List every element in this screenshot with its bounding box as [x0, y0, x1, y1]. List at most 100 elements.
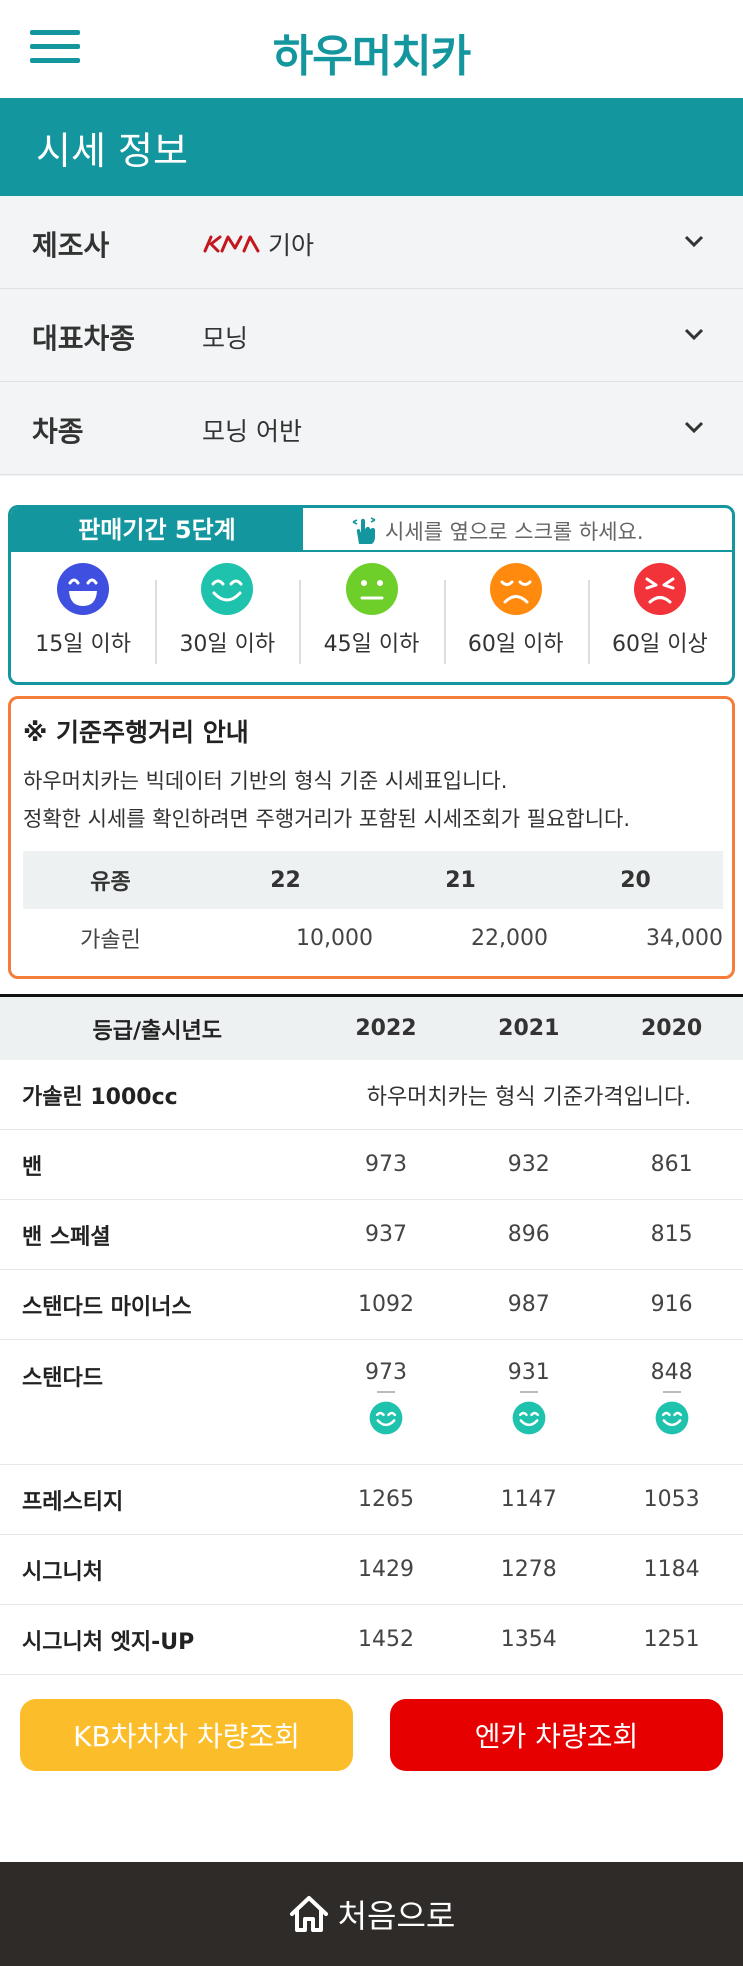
level-label: 60일 이하	[467, 632, 564, 657]
price-cell: 1053	[643, 1487, 700, 1512]
mileage-table: 유종 22 21 20 가솔린 10,000 22,000 34,000	[23, 851, 723, 967]
price-cell: 1147	[500, 1487, 557, 1512]
top-bar: 하우머치카	[0, 0, 743, 98]
section-note: 하우머치카는 형식 기준가격입니다.	[366, 1084, 692, 1110]
price-cell: 973	[364, 1360, 407, 1385]
table-row: 가솔린 10,000 22,000 34,000	[23, 909, 723, 967]
table-row: 시그니처 엣지-UP 1452 1354 1251	[0, 1605, 743, 1675]
happy-face-icon	[512, 1401, 546, 1435]
level-60-days: 60일 이하	[443, 560, 588, 680]
table-row: 스탠다드 마이너스 1092 987 916	[0, 1270, 743, 1340]
car-selectors: 제조사 기아 대표차종 모닝 차종 모닝 어반	[0, 196, 743, 476]
neutral-face-icon	[345, 563, 398, 615]
happy-face-icon	[369, 1401, 403, 1435]
sales-period-levels: 15일 이하 30일 이하 45일 이하 60일 이하	[11, 560, 732, 680]
header-cell: 등급/출시년도	[92, 1018, 223, 1044]
trim-name: 시그니처 엣지-UP	[22, 1629, 195, 1655]
price-table: 등급/출시년도 2022 2021 2020 가솔린 1000cc 하우머치카는…	[0, 997, 743, 1675]
level-label: 30일 이하	[179, 632, 276, 657]
happy-face-icon	[655, 1401, 688, 1435]
section-row: 가솔린 1000cc 하우머치카는 형식 기준가격입니다.	[0, 1060, 743, 1130]
price-cell: 932	[507, 1152, 550, 1177]
level-15-days: 15일 이하	[11, 560, 155, 680]
notice-line-2: 정확한 시세를 확인하려면 주행거리가 포함된 시세조회가 필요합니다.	[23, 807, 631, 831]
header-cell: 21	[445, 867, 476, 893]
trim-name: 밴	[22, 1154, 43, 1180]
encar-lookup-button[interactable]: 엔카 차량조회	[390, 1699, 723, 1771]
table-row: 밴 973 932 861	[0, 1130, 743, 1200]
level-label: 45일 이하	[323, 632, 420, 657]
model-select[interactable]: 대표차종 모닝	[0, 289, 743, 382]
header-cell: 2021	[498, 1016, 560, 1041]
price-cell: 1251	[643, 1627, 700, 1652]
page-title-bar: 시세 정보	[0, 98, 743, 196]
chevron-down-icon	[684, 421, 704, 434]
price-cell: 1452	[357, 1627, 414, 1652]
price-cell: 896	[507, 1222, 550, 1247]
trim-name: 시그니처	[22, 1559, 103, 1585]
fuel-cell: 가솔린	[80, 928, 141, 953]
header-cell: 2020	[640, 1016, 703, 1041]
mileage-cell: 10,000	[296, 925, 373, 951]
table-row: 밴 스페셜 937 896 815	[0, 1200, 743, 1270]
mileage-notice: ※ 기준주행거리 안내 하우머치카는 빅데이터 기반의 형식 기준 시세표입니다…	[8, 696, 735, 979]
model-value: 모닝	[202, 324, 249, 353]
scroll-hint: 시세를 옆으로 스크롤 하세요.	[385, 520, 644, 544]
mileage-table-header: 유종 22 21 20	[23, 851, 723, 909]
level-45-days: 45일 이하	[299, 560, 443, 680]
manufacturer-label: 제조사	[32, 229, 110, 262]
trim-name: 스탠다드 마이너스	[22, 1294, 192, 1320]
header-cell: 2022	[355, 1016, 417, 1041]
price-table-header: 등급/출시년도 2022 2021 2020	[0, 997, 743, 1060]
level-30-days: 30일 이하	[155, 560, 299, 680]
level-label: 15일 이하	[35, 632, 131, 657]
model-label: 대표차종	[32, 322, 136, 355]
trim-name: 스탠다드	[22, 1366, 103, 1391]
kb-lookup-button[interactable]: KB차차차 차량조회	[20, 1699, 353, 1771]
sales-period-legend: 판매기간 5단계 시세를 옆으로 스크롤 하세요. 15일 이하 30일 이하	[8, 505, 735, 685]
site-logo[interactable]: 하우머치카	[272, 31, 471, 82]
trim-select[interactable]: 차종 모닝 어반	[0, 382, 743, 475]
price-cell: 815	[650, 1222, 693, 1247]
chevron-down-icon	[684, 328, 704, 341]
header-cell: 22	[270, 867, 301, 893]
trim-value: 모닝 어반	[202, 417, 302, 446]
price-cell: 1354	[500, 1627, 557, 1652]
price-cell: 1092	[357, 1292, 414, 1317]
header-cell: 20	[620, 867, 651, 893]
manufacturer-select[interactable]: 제조사 기아	[0, 196, 743, 289]
happy-face-icon	[201, 563, 254, 615]
kia-logo-icon	[203, 235, 260, 253]
swipe-hand-icon	[352, 517, 376, 544]
price-cell: 937	[364, 1222, 407, 1247]
home-button[interactable]: 처음으로	[0, 1862, 743, 1966]
angry-face-icon	[633, 563, 686, 615]
table-row: 스탠다드 973 931 848	[0, 1340, 743, 1465]
price-cell: 848	[650, 1360, 693, 1385]
very-happy-face-icon	[57, 563, 110, 615]
page-title: 시세 정보	[36, 129, 188, 173]
home-icon	[289, 1896, 328, 1932]
trim-name: 프레스티지	[22, 1489, 124, 1515]
price-cell: 861	[650, 1152, 693, 1177]
divider	[0, 994, 743, 997]
price-cell: 1278	[500, 1557, 557, 1582]
level-over-60-days: 60일 이상	[587, 560, 732, 680]
manufacturer-value: 기아	[268, 231, 315, 260]
price-cell: 973	[364, 1152, 407, 1177]
home-label: 처음으로	[337, 1897, 456, 1935]
price-cell: 916	[650, 1292, 693, 1317]
table-row: 시그니처 1429 1278 1184	[0, 1535, 743, 1605]
price-cell: 1265	[357, 1487, 414, 1512]
notice-line-1: 하우머치카는 빅데이터 기반의 형식 기준 시세표입니다.	[23, 769, 508, 793]
trim-name: 밴 스페셜	[22, 1224, 111, 1250]
level-label: 60일 이상	[612, 632, 708, 657]
trim-label: 차종	[32, 415, 84, 448]
notice-title: ※ 기준주행거리 안내	[23, 718, 249, 747]
chevron-down-icon	[684, 235, 704, 248]
menu-icon[interactable]	[30, 30, 80, 64]
mileage-cell: 22,000	[471, 925, 548, 951]
table-row: 프레스티지 1265 1147 1053	[0, 1465, 743, 1535]
sad-face-icon	[489, 563, 542, 615]
header-cell: 유종	[90, 870, 131, 895]
